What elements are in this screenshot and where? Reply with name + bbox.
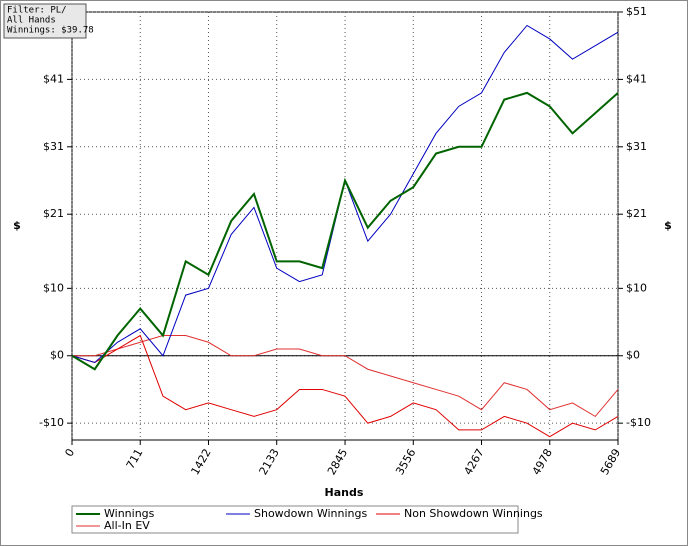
y2-tick-label: $41 — [626, 72, 647, 85]
series-line — [71, 91, 619, 371]
filter-box-text: Winnings: $39.78 — [7, 26, 94, 36]
y2-tick-label: $0 — [626, 349, 640, 362]
y2-tick-label: -$10 — [626, 416, 651, 429]
y-tick-label: $41 — [43, 72, 64, 85]
y-tick-label: $31 — [43, 140, 64, 153]
filter-box-bg — [3, 3, 87, 39]
y-tick-label: -$10 — [39, 416, 64, 429]
y-axis-label: $ — [13, 219, 21, 232]
filter-box-text: Filter: PL/ — [7, 6, 67, 16]
legend-label: Non Showdown Winnings — [404, 507, 543, 520]
y2-tick-label: $31 — [626, 140, 647, 153]
filter-box-text: All Hands — [7, 16, 56, 26]
series-line — [71, 334, 619, 438]
y-tick-label: $21 — [43, 207, 64, 220]
legend-label: Winnings — [104, 507, 155, 520]
y-tick-label: $10 — [43, 281, 64, 294]
legend-label: All-In EV — [104, 519, 150, 532]
y2-tick-label: $21 — [626, 207, 647, 220]
legend — [71, 505, 519, 534]
y-tick-label: $0 — [50, 349, 64, 362]
y2-tick-label: $10 — [626, 281, 647, 294]
y2-axis-label: $ — [664, 219, 672, 232]
y2-tick-label: $51 — [626, 5, 647, 18]
x-axis-label: Hands — [325, 486, 364, 499]
legend-label: Showdown Winnings — [254, 507, 368, 520]
